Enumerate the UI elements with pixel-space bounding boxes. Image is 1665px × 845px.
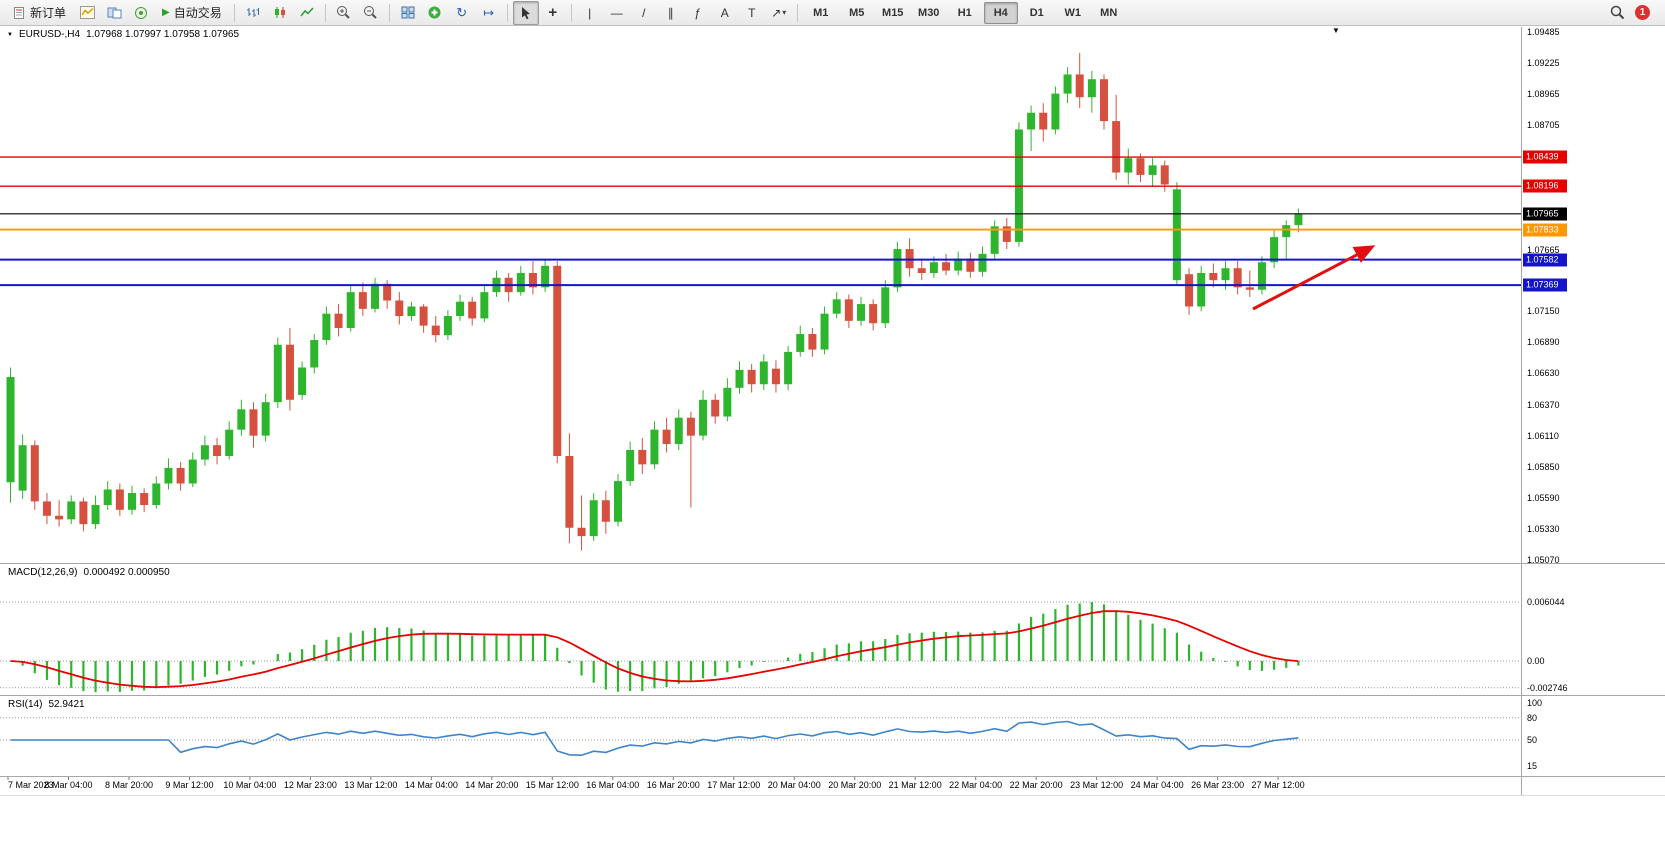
- toolbar-separator: [324, 3, 326, 22]
- toolbar-separator: [796, 3, 798, 22]
- candlestick-mode-icon[interactable]: [267, 1, 293, 25]
- trend-arrow-annotation[interactable]: [1252, 245, 1376, 311]
- new-order-button[interactable]: 新订单: [5, 1, 73, 25]
- timeframe-button-h1[interactable]: H1: [957, 6, 972, 19]
- timeframe-button-h4[interactable]: H4: [983, 1, 1018, 24]
- new-order-icon: [14, 6, 24, 19]
- market-watch-icon[interactable]: [128, 1, 154, 25]
- tile-windows-icon[interactable]: [395, 1, 421, 25]
- toolbar-separator: [388, 3, 390, 22]
- timeframe-button-mn[interactable]: MN: [1100, 6, 1118, 19]
- arrows-tool-icon[interactable]: ↗ ▾: [766, 1, 792, 25]
- bar-chart-mode-icon[interactable]: [240, 1, 266, 25]
- main-toolbar: 新订单 ▶ 自动交易 ↻ ↦ + | — / ∥ ƒ: [0, 0, 1665, 26]
- auto-trading-label: 自动交易: [173, 6, 222, 20]
- timeframe-button-m1[interactable]: M1: [813, 6, 829, 19]
- toolbar-separator: [570, 3, 572, 22]
- auto-trading-button[interactable]: ▶ 自动交易: [155, 1, 229, 25]
- cursor-icon[interactable]: [512, 0, 539, 25]
- vertical-line-icon[interactable]: |: [588, 5, 592, 20]
- timeframe-button-m30[interactable]: M30: [918, 6, 940, 19]
- zoom-out-icon[interactable]: [358, 1, 384, 25]
- chart-shift-icon[interactable]: ↦: [483, 4, 495, 20]
- fibonacci-icon[interactable]: ƒ: [694, 5, 702, 20]
- dropdown-arrow-icon: ▾: [782, 8, 787, 17]
- candlestick-series: [6, 52, 1303, 551]
- line-chart-mode-icon[interactable]: [294, 1, 320, 25]
- macd-signal-line: [10, 610, 1299, 689]
- equidistant-channel-icon[interactable]: ∥: [667, 5, 674, 20]
- trendline-icon[interactable]: /: [642, 5, 646, 20]
- new-order-label: 新订单: [30, 6, 67, 20]
- toolbar-separator: [233, 3, 235, 22]
- play-icon: ▶: [162, 6, 170, 18]
- text-label-tool-icon[interactable]: T: [748, 5, 756, 20]
- auto-scroll-icon[interactable]: ↻: [456, 4, 468, 20]
- horizontal-line-icon[interactable]: —: [610, 5, 623, 20]
- arrow-glyph-icon: ↗: [771, 5, 782, 20]
- timeframe-button-d1[interactable]: D1: [1029, 6, 1044, 19]
- timeframe-button-m15[interactable]: M15: [882, 6, 904, 19]
- crosshair-icon[interactable]: +: [548, 4, 558, 21]
- text-tool-icon[interactable]: A: [720, 5, 729, 20]
- time-axis-ticks: [7, 777, 1279, 780]
- indicators-icon[interactable]: [422, 1, 448, 25]
- timeframe-button-m5[interactable]: M5: [849, 6, 865, 19]
- rsi-line: [10, 720, 1299, 757]
- notification-badge[interactable]: 1: [1635, 5, 1650, 20]
- toolbar-separator: [506, 3, 508, 22]
- search-icon[interactable]: [1604, 1, 1630, 25]
- chart-shift-marker[interactable]: ▼: [1332, 26, 1340, 35]
- new-chart-icon[interactable]: [74, 1, 100, 25]
- timeframe-button-w1[interactable]: W1: [1064, 6, 1081, 19]
- timeframe-group: M1 M5 M15 M30 H1 H4 D1 W1 MN: [803, 1, 1127, 24]
- zoom-in-icon[interactable]: [331, 1, 357, 25]
- price-level-lines: [0, 156, 1521, 287]
- profiles-icon[interactable]: [101, 1, 127, 25]
